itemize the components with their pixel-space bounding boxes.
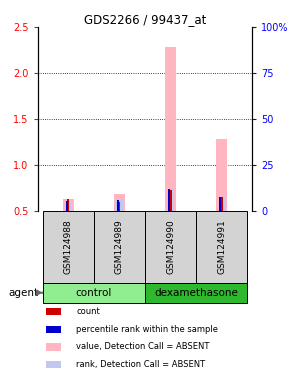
Bar <box>145 283 247 303</box>
Bar <box>46 308 61 315</box>
Bar <box>114 194 125 211</box>
Text: GSM124991: GSM124991 <box>217 219 226 274</box>
Bar <box>67 199 69 211</box>
Bar <box>46 326 61 333</box>
Text: value, Detection Call = ABSENT: value, Detection Call = ABSENT <box>76 343 210 351</box>
Text: percentile rank within the sample: percentile rank within the sample <box>76 325 218 334</box>
Bar <box>66 201 68 211</box>
Bar <box>219 197 221 211</box>
Bar <box>116 199 122 211</box>
Bar <box>168 189 170 211</box>
Bar <box>216 139 227 211</box>
Bar <box>165 47 176 211</box>
Title: GDS2266 / 99437_at: GDS2266 / 99437_at <box>84 13 206 26</box>
Bar <box>43 211 94 283</box>
Text: rank, Detection Call = ABSENT: rank, Detection Call = ABSENT <box>76 360 205 369</box>
Text: GSM124988: GSM124988 <box>64 219 73 274</box>
Bar <box>145 211 196 283</box>
Bar <box>219 197 225 211</box>
Bar <box>63 199 74 211</box>
Bar <box>170 190 172 211</box>
Bar <box>221 197 223 211</box>
Text: GSM124989: GSM124989 <box>115 219 124 274</box>
Bar <box>94 211 145 283</box>
Text: dexamethasone: dexamethasone <box>154 288 238 298</box>
Bar <box>196 211 247 283</box>
Bar <box>43 283 145 303</box>
Bar <box>168 189 174 211</box>
Bar <box>65 202 71 211</box>
Bar <box>117 200 119 211</box>
Text: control: control <box>76 288 112 298</box>
Text: count: count <box>76 307 100 316</box>
Text: agent: agent <box>9 288 39 298</box>
Bar <box>118 202 120 211</box>
Text: GSM124990: GSM124990 <box>166 219 175 274</box>
Bar <box>46 343 61 351</box>
Bar <box>46 361 61 368</box>
